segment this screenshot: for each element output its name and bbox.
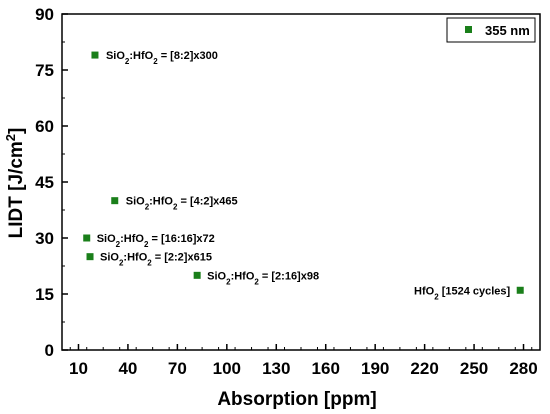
legend: 355 nm <box>446 17 536 43</box>
point-annotation: HfO2 [1524 cycles] <box>414 285 511 301</box>
x-tick-label: 40 <box>118 359 137 378</box>
x-tick-label: 160 <box>312 359 340 378</box>
data-point <box>111 197 119 205</box>
point-annotation: SiO2:HfO2 = [2:16]x98 <box>207 270 319 286</box>
y-tick-label: 90 <box>35 5 54 24</box>
data-point <box>516 286 524 294</box>
point-annotation: SiO2:HfO2 = [4:2]x465 <box>126 196 238 212</box>
y-axis-title: LIDT [J/cm2] <box>3 128 28 239</box>
point-annotation: SiO2:HfO2 = [2:2]x615 <box>100 252 212 268</box>
x-tick-label: 250 <box>460 359 488 378</box>
point-annotations: SiO2:HfO2 = [8:2]x300 SiO2:HfO2 = [4:2]x4… <box>97 50 511 301</box>
y-tick-label: 30 <box>35 229 54 248</box>
x-tick-label: 280 <box>509 359 537 378</box>
y-tick-label: 75 <box>35 61 54 80</box>
y-tick-label: 15 <box>35 285 54 304</box>
x-tick-label: 220 <box>410 359 438 378</box>
y-tick-label: 45 <box>35 173 54 192</box>
data-point <box>193 271 201 279</box>
x-tick-label: 130 <box>262 359 290 378</box>
point-annotation: SiO2:HfO2 = [16:16]x72 <box>97 233 215 249</box>
data-point <box>83 234 91 242</box>
x-tick-label: 10 <box>69 359 88 378</box>
point-annotation: SiO2:HfO2 = [8:2]x300 <box>106 50 218 66</box>
plot-frame <box>61 13 541 351</box>
legend-box <box>446 17 536 43</box>
x-tick-label: 190 <box>361 359 389 378</box>
data-point <box>91 51 99 59</box>
x-tick-label: 100 <box>213 359 241 378</box>
axis-ticks: 10 40 70 100 130 160 190 220 250 280 0 15 30 45 60 75 90 <box>35 5 538 378</box>
x-axis-title: Absorption [ppm] <box>217 389 376 410</box>
data-points <box>83 51 524 294</box>
legend-label: 355 nm <box>485 23 530 38</box>
legend-marker <box>465 26 472 33</box>
data-point <box>86 253 94 261</box>
x-tick-label: 70 <box>168 359 187 378</box>
y-tick-label: 0 <box>45 341 54 360</box>
y-tick-label: 60 <box>35 117 54 136</box>
